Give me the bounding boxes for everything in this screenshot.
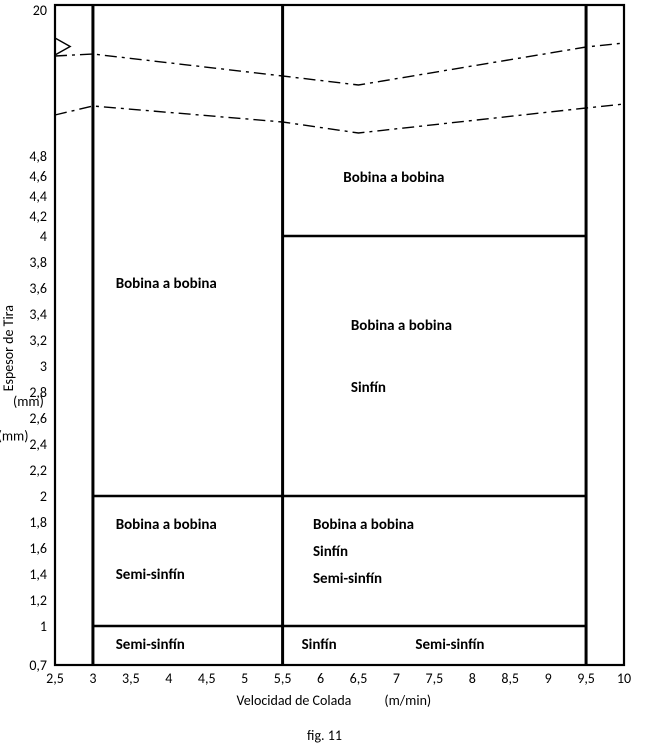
x-tick-2.5: 2,5 (46, 670, 64, 687)
y-tick-3.2: 3,2 (29, 332, 47, 349)
axis-break-line-0 (55, 43, 624, 85)
y-tick-4: 4 (40, 228, 47, 245)
y-axis-unit: (mm) (13, 393, 44, 410)
region-label-r6: Semi-sinfín (116, 566, 185, 584)
x-tick-4: 4 (165, 670, 172, 687)
region-label-r4: Sinfín (351, 379, 386, 397)
axis-break-bracket (55, 38, 70, 55)
figure-caption: fig. 11 (307, 727, 342, 744)
axis-break-line-1 (55, 104, 624, 133)
y-tick-2.6: 2,6 (29, 410, 47, 427)
y-tick-2.2: 2,2 (29, 462, 47, 479)
y-tick-2: 2 (40, 488, 47, 505)
region-label-r8: Sinfín (313, 543, 348, 561)
x-tick-8: 8 (469, 670, 476, 687)
x-tick-9.5: 9,5 (577, 670, 595, 687)
x-tick-5: 5 (241, 670, 248, 687)
region-label-r11: Sinfín (302, 636, 337, 654)
y-axis-unit-text: (mm) (0, 428, 28, 445)
region-label-r7: Bobina a bobina (313, 516, 414, 534)
x-tick-7.5: 7,5 (425, 670, 443, 687)
y-tick-0.7: 0,7 (29, 657, 47, 674)
y-tick-2.4: 2,4 (29, 436, 47, 453)
y-tick-4.6: 4,6 (29, 168, 47, 185)
x-tick-3.5: 3,5 (122, 670, 140, 687)
region-label-r9: Semi-sinfín (313, 570, 382, 588)
y-tick-20: 20 (33, 2, 47, 19)
region-label-r2: Bobina a bobina (343, 169, 444, 187)
y-tick-1: 1 (40, 618, 47, 635)
x-tick-9: 9 (545, 670, 552, 687)
x-tick-5.5: 5,5 (274, 670, 292, 687)
y-axis-label: Espesor de Tira (0, 305, 17, 391)
x-tick-7: 7 (393, 670, 400, 687)
region-label-r12: Semi-sinfín (415, 636, 484, 654)
x-tick-8.5: 8,5 (501, 670, 519, 687)
y-tick-3.6: 3,6 (29, 280, 47, 297)
chart-container: 2,5 3 3,5 4 4,5 5 5,5 6 6,5 7 7,5 8 8,5 9 9,5 10 0,7 1 1,2… (0, 0, 649, 750)
y-tick-4.8: 4,8 (29, 148, 47, 165)
x-axis-label: Velocidad de Colada (237, 692, 352, 709)
y-tick-1.4: 1,4 (29, 566, 47, 583)
x-tick-3: 3 (89, 670, 96, 687)
region-chart: 2,5 3 3,5 4 4,5 5 5,5 6 6,5 7 7,5 8 8,5 9 9,5 10 0,7 1 1,2… (0, 0, 649, 750)
region-label-r10: Semi-sinfín (116, 636, 185, 654)
y-tick-4.4: 4,4 (29, 188, 47, 205)
x-tick-4.5: 4,5 (198, 670, 216, 687)
region-label-r1: Bobina a bobina (116, 275, 217, 293)
y-tick-1.2: 1,2 (29, 592, 47, 609)
y-tick-3: 3 (40, 358, 47, 375)
x-tick-6: 6 (317, 670, 324, 687)
y-tick-1.6: 1,6 (29, 540, 47, 557)
y-tick-4.2: 4,2 (29, 208, 47, 225)
x-axis-unit: (m/min) (384, 692, 431, 709)
region-label-r3: Bobina a bobina (351, 317, 452, 335)
y-tick-3.4: 3,4 (29, 306, 47, 323)
x-tick-10: 10 (617, 670, 631, 687)
region-label-r5: Bobina a bobina (116, 516, 217, 534)
x-tick-6.5: 6,5 (350, 670, 368, 687)
y-tick-1.8: 1,8 (29, 514, 47, 531)
y-tick-3.8: 3,8 (29, 254, 47, 271)
